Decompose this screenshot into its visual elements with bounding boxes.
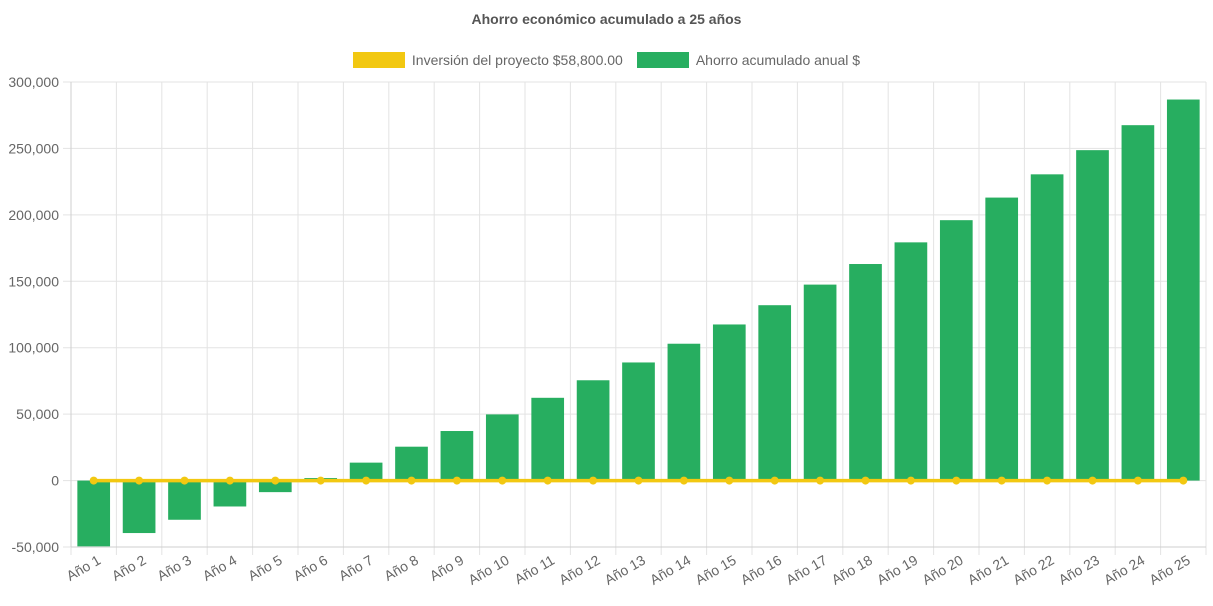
- x-tick-label: Año 3: [154, 552, 194, 584]
- legend-label-investment: Inversión del proyecto $58,800.00: [411, 52, 623, 68]
- x-tick-label: Año 13: [602, 552, 649, 588]
- x-tick-label: Año 5: [245, 552, 285, 584]
- x-tick-label: Año 11: [512, 552, 558, 588]
- bar-ahorro-acumulado: [849, 264, 882, 481]
- chart-title: Ahorro económico acumulado a 25 años: [471, 11, 742, 27]
- legend-swatch-savings: [636, 52, 689, 68]
- bar-ahorro-acumulado: [77, 480, 111, 547]
- bar-ahorro-acumulado: [985, 197, 1019, 481]
- point-inversion: [543, 476, 552, 485]
- chart-legend: Inversión del proyecto $58,800.00 Ahorro…: [0, 52, 1213, 68]
- y-tick-label: 250,000: [8, 140, 59, 156]
- x-tick-label: Año 8: [381, 552, 421, 584]
- x-tick-label: Año 10: [465, 552, 512, 588]
- point-inversion: [89, 476, 98, 485]
- y-tick-label: -50,000: [12, 539, 60, 555]
- legend-item-savings[interactable]: Ahorro acumulado anual $: [636, 52, 861, 68]
- bar-ahorro-acumulado: [894, 242, 928, 481]
- bar-ahorro-acumulado: [1121, 125, 1155, 481]
- x-tick-label: Año 14: [647, 552, 694, 588]
- bar-ahorro-acumulado: [667, 343, 701, 481]
- x-tick-label: Año 20: [919, 552, 966, 588]
- x-tick-label: Año 25: [1146, 552, 1193, 588]
- bar-ahorro-acumulado: [1030, 174, 1064, 481]
- bar-ahorro-acumulado: [1076, 150, 1109, 481]
- x-tick-label: Año 4: [200, 552, 240, 584]
- y-tick-label: 300,000: [8, 74, 59, 90]
- point-inversion: [861, 476, 870, 485]
- point-inversion: [135, 476, 144, 485]
- bar-ahorro-acumulado: [531, 397, 565, 481]
- point-inversion: [952, 476, 961, 485]
- y-tick-label: 200,000: [8, 207, 59, 223]
- x-tick-label: Año 2: [109, 552, 149, 584]
- x-tick-label: Año 23: [1056, 552, 1103, 588]
- point-inversion: [997, 476, 1006, 485]
- y-tick-label: 50,000: [16, 406, 59, 422]
- point-inversion: [271, 476, 280, 485]
- point-inversion: [362, 476, 371, 485]
- point-inversion: [816, 476, 825, 485]
- point-inversion: [1133, 476, 1142, 485]
- point-inversion: [316, 476, 325, 485]
- x-tick-label: Año 24: [1101, 552, 1148, 588]
- bar-ahorro-acumulado: [440, 431, 474, 481]
- x-tick-label: Año 12: [556, 552, 603, 588]
- legend-swatch-investment: [352, 52, 405, 68]
- bar-ahorro-acumulado: [395, 446, 428, 481]
- point-inversion: [1179, 476, 1188, 485]
- x-tick-label: Año 6: [291, 552, 331, 584]
- y-tick-label: 100,000: [8, 340, 59, 356]
- point-inversion: [589, 476, 598, 485]
- point-inversion: [1043, 476, 1052, 485]
- x-tick-label: Año 17: [783, 552, 830, 588]
- bar-ahorro-acumulado: [349, 462, 383, 481]
- x-tick-label: Año 21: [965, 552, 1012, 588]
- bar-ahorro-acumulado: [213, 480, 247, 507]
- bar-ahorro-acumulado: [712, 324, 746, 481]
- bar-ahorro-acumulado: [622, 362, 655, 481]
- bar-ahorro-acumulado: [758, 305, 792, 481]
- point-inversion: [679, 476, 688, 485]
- bar-ahorro-acumulado: [485, 414, 519, 481]
- point-inversion: [770, 476, 779, 485]
- point-inversion: [634, 476, 643, 485]
- x-tick-label: Año 22: [1010, 552, 1057, 588]
- point-inversion: [225, 476, 234, 485]
- bar-ahorro-acumulado: [803, 284, 837, 481]
- x-tick-label: Año 19: [874, 552, 921, 588]
- y-tick-label: 150,000: [8, 273, 59, 289]
- x-tick-label: Año 7: [336, 552, 376, 584]
- x-tick-label: Año 15: [692, 552, 739, 588]
- x-tick-label: Año 1: [64, 552, 104, 584]
- x-tick-label: Año 9: [427, 552, 467, 584]
- point-inversion: [452, 476, 461, 485]
- point-inversion: [407, 476, 416, 485]
- point-inversion: [1088, 476, 1097, 485]
- legend-label-savings: Ahorro acumulado anual $: [695, 52, 861, 68]
- point-inversion: [180, 476, 189, 485]
- bar-ahorro-acumulado: [258, 480, 292, 493]
- y-tick-label: 0: [51, 473, 59, 489]
- bar-ahorro-acumulado: [168, 480, 201, 520]
- bar-ahorro-acumulado: [576, 380, 610, 481]
- bar-ahorro-acumulado: [1166, 99, 1200, 481]
- x-tick-label: Año 18: [829, 552, 876, 588]
- bar-ahorro-acumulado: [122, 480, 156, 534]
- x-tick-label: Año 16: [738, 552, 785, 588]
- bar-ahorro-acumulado: [939, 220, 973, 481]
- point-inversion: [906, 476, 915, 485]
- point-inversion: [498, 476, 507, 485]
- point-inversion: [725, 476, 734, 485]
- legend-item-investment[interactable]: Inversión del proyecto $58,800.00: [352, 52, 623, 68]
